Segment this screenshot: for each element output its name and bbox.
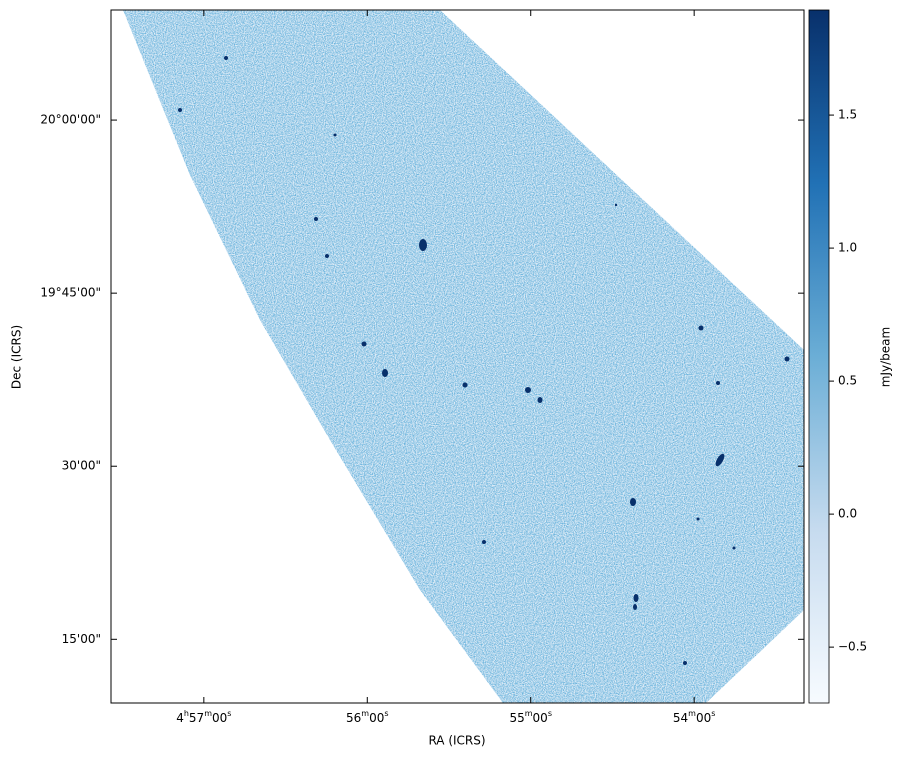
colorbar-label: mJy/beam <box>879 327 893 387</box>
y-tick-label: 19°45'00" <box>40 286 101 300</box>
colorbar-tick-label: 1.0 <box>838 241 857 255</box>
y-axis-label: Dec (ICRS) <box>10 325 24 389</box>
colorbar <box>808 9 830 704</box>
colorbar-tick-label: 0.0 <box>838 507 857 521</box>
x-tick-label: 56m00s <box>346 709 389 725</box>
colorbar-tick-label: −0.5 <box>838 640 867 654</box>
x-tick-label: 4h57m00s <box>176 709 231 725</box>
y-tick-label: 20°00'00" <box>40 113 101 127</box>
y-tick-label: 30'00" <box>62 459 101 473</box>
x-tick-label: 54m00s <box>673 709 716 725</box>
colorbar-tick-label: 0.5 <box>838 374 857 388</box>
x-tick-label: 55m00s <box>509 709 552 725</box>
colorbar-tick-label: 1.5 <box>838 108 857 122</box>
y-tick-label: 15'00" <box>62 632 101 646</box>
x-axis-label: RA (ICRS) <box>428 734 485 748</box>
image <box>123 10 804 703</box>
axes-frame <box>110 9 805 704</box>
